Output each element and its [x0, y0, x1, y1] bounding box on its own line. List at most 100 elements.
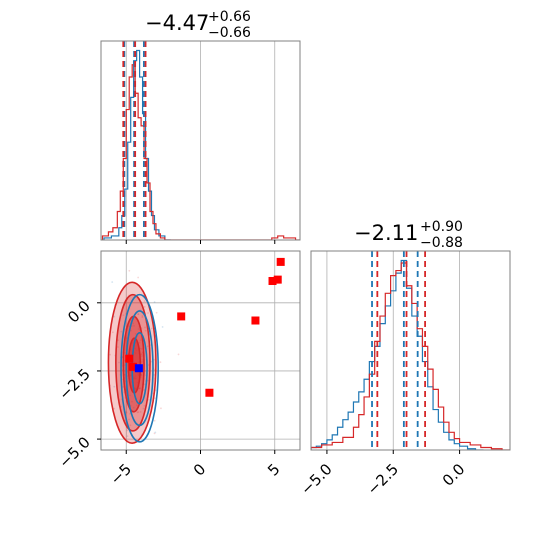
scatter-sample-dot [138, 341, 141, 344]
scatter-sample-dot [138, 387, 141, 390]
scatter-sample-dot [137, 374, 140, 377]
scatter-sample-dot [125, 337, 128, 340]
hist-x-ticks [125, 240, 276, 244]
hist-x-title-value: −4.47 [145, 11, 209, 35]
scatter-sample-dot [132, 322, 135, 325]
scatter-sample-dot [125, 411, 128, 414]
scatter-sample-dot [129, 412, 131, 415]
scatter-sample-dot [147, 312, 149, 314]
scatter-sample-dot [137, 328, 140, 330]
scatter-sample-dot [177, 353, 180, 356]
scatter-sample-dot [137, 373, 140, 376]
scatter-sample-dot [136, 411, 139, 414]
scatter-sample-dot [109, 353, 111, 356]
scatter-sample-dot [139, 387, 141, 390]
scatter-sample-dot [134, 375, 137, 377]
scatter-sample-dot [141, 358, 144, 361]
scatter-sample-dot [153, 301, 156, 303]
scatter-sample-dot [137, 361, 140, 364]
scatter-sample-dot [133, 360, 135, 363]
hist-y-frame [310, 250, 511, 451]
hist-x-title-plus: +0.66 [208, 9, 251, 25]
scatter-point-blue-0 [134, 364, 143, 373]
scatter-points [125, 257, 285, 397]
scatter-yticklabel-0: 0.0 [64, 297, 94, 327]
scatter-sample-dot [128, 269, 131, 272]
hist-x-quantiles [122, 41, 147, 240]
scatter-sample-dot [141, 315, 144, 317]
scatter-sample-dot [131, 400, 133, 403]
scatter-sample-dot [154, 431, 157, 434]
hist-x-series-blue [103, 49, 171, 240]
scatter-sample-dot [161, 326, 164, 328]
scatter-sample-dot [153, 419, 156, 422]
hist-y-ticklabel-2: 0.0 [439, 460, 469, 490]
scatter-sample-dot [142, 407, 145, 410]
scatter-sample-dot [143, 383, 146, 386]
scatter-sample-dot [141, 355, 144, 358]
scatter-sample-dot [123, 352, 126, 354]
scatter-sample-dot [131, 341, 134, 344]
scatter-sample-dot [130, 329, 132, 332]
hist-y-background [311, 251, 510, 450]
scatter-sample-dot [147, 364, 150, 366]
scatter-sample-dot [133, 387, 136, 390]
scatter-sample-dot [113, 315, 116, 318]
scatter-sample-dot [160, 407, 162, 410]
scatter-sample-dot [123, 364, 126, 367]
scatter-sample-dot [133, 351, 136, 354]
scatter-yticklabel-2: −5.0 [55, 433, 93, 471]
scatter-sample-dot [135, 404, 138, 407]
scatter-sample-dot [134, 352, 137, 355]
scatter-sample-dot [137, 313, 140, 316]
scatter-point-red-6 [128, 362, 137, 371]
scatter-sample-dot [134, 332, 137, 335]
scatter-sample-dot [140, 353, 143, 355]
scatter-sample-dot [146, 345, 149, 348]
scatter-sample-dot [139, 339, 142, 342]
hist-y-quantiles [371, 251, 426, 450]
hist-y-ticklabel-0: −5.0 [297, 460, 335, 498]
hist-y-ticklabel-1: −2.5 [364, 460, 402, 498]
scatter-sample-dot [129, 424, 132, 427]
scatter-sample-dot [117, 339, 119, 342]
scatter-point-red-2 [273, 275, 282, 284]
scatter-sample-dot [122, 314, 125, 317]
scatter-panel: −5 0 5 0.0 −2.5 −5.0 [55, 250, 301, 488]
scatter-point-red-3 [177, 312, 186, 321]
scatter-xticklabel-0: −5 [107, 460, 135, 488]
scatter-sample-dot [143, 300, 146, 303]
scatter-sample-dot [129, 374, 132, 377]
scatter-sample-dot [128, 418, 130, 421]
scatter-sample-dot [140, 373, 143, 376]
hist-y-title-plus: +0.90 [420, 219, 463, 235]
scatter-point-red-1 [268, 276, 277, 285]
scatter-contour-blue-1 [125, 310, 154, 427]
scatter-sample-dot [143, 405, 146, 407]
scatter-sample-dot [134, 347, 137, 350]
scatter-sample-dot [150, 327, 153, 330]
scatter-sample-dot [141, 316, 144, 319]
scatter-sample-dot [104, 465, 106, 467]
scatter-sample-dot [126, 429, 129, 432]
scatter-xticklabel-1: 0 [190, 460, 209, 479]
scatter-sample-dot [159, 361, 162, 364]
scatter-sample-dot [111, 331, 114, 334]
scatter-sample-dot [153, 432, 156, 435]
scatter-xticklabel-2: 5 [264, 460, 283, 479]
scatter-point-red-5 [125, 354, 134, 363]
hist-y-grid [326, 251, 460, 450]
scatter-sample-dot [134, 377, 137, 380]
hist-x-series [101, 49, 300, 240]
scatter-sample-dot [137, 411, 140, 413]
scatter-sample-dot [136, 381, 139, 384]
hist-y-title-value: −2.11 [354, 221, 418, 245]
scatter-yticklabel-1: −2.5 [55, 365, 93, 403]
hist-x-series-red [101, 64, 300, 240]
scatter-sample-dot [153, 373, 156, 376]
hist-x-panel: −4.47 +0.66 −0.66 [100, 9, 301, 244]
scatter-sample-dot [134, 342, 137, 344]
scatter-sample-dot [138, 387, 141, 390]
scatter-sample-dot [134, 388, 137, 391]
